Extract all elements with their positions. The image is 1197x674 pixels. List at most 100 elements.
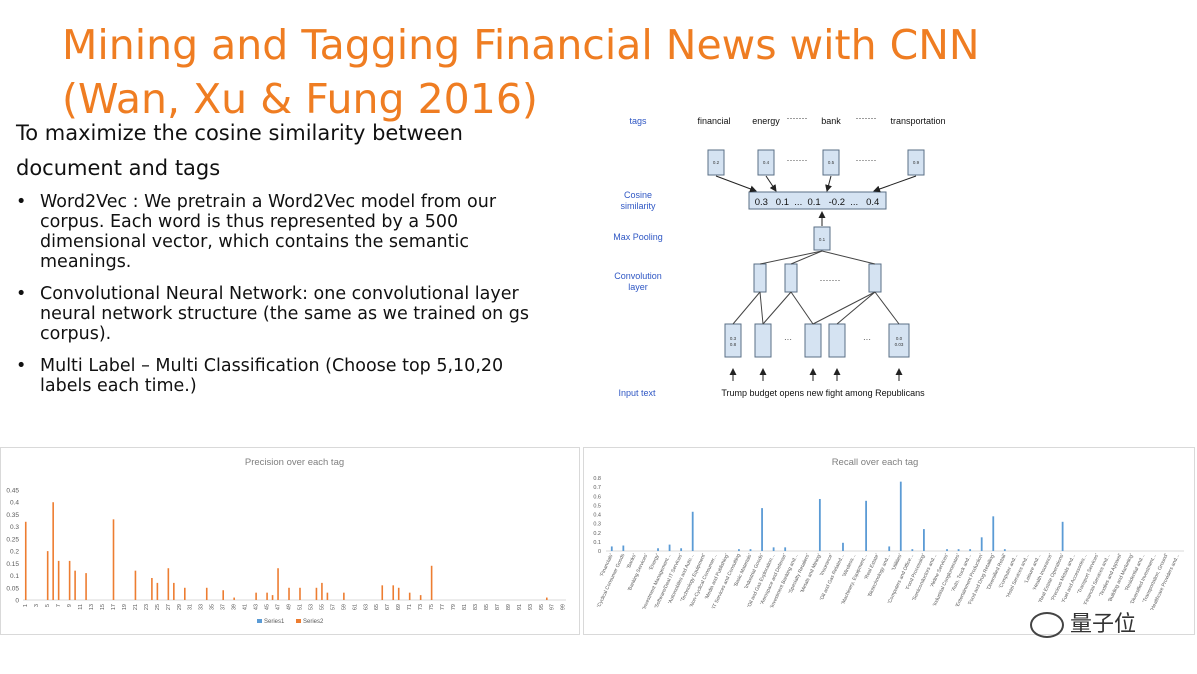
y-tick-label: 0.1 [593, 540, 601, 546]
input-word-box [828, 323, 846, 358]
bar [255, 592, 257, 600]
bar [222, 590, 224, 600]
tag-label: ······· [856, 113, 877, 123]
legend-swatch [257, 619, 262, 623]
tag-vector-box [907, 149, 925, 176]
bar [112, 519, 115, 600]
bar [657, 548, 659, 551]
x-tick-label: 79 [451, 604, 457, 610]
bar [24, 521, 27, 600]
max-pooling-value: 0.1 [819, 237, 826, 242]
tag-vector-value: 0.2 [713, 160, 720, 165]
input-word-value: 0.8 [730, 342, 737, 347]
bar [761, 508, 763, 551]
x-tick-label: 73 [418, 604, 424, 610]
row-label-tags: tags [629, 116, 647, 126]
y-tick-label: 0.8 [593, 476, 601, 482]
bar [46, 551, 49, 600]
bar [430, 565, 433, 600]
input-word-box [754, 323, 772, 358]
input-word-value: 0.3 [730, 336, 737, 341]
watermark-text: 量子位 [1070, 612, 1137, 637]
x-tick-label: 27 [166, 604, 172, 610]
bar [419, 595, 422, 600]
bar [1061, 521, 1064, 551]
x-tick-label: 69 [396, 604, 402, 610]
x-tick-label: 85 [484, 604, 490, 610]
y-tick-label: 0.6 [593, 494, 601, 500]
x-tick-label: 89 [506, 604, 512, 610]
x-tick-label: 45 [265, 604, 271, 610]
y-tick-label: 0.3 [593, 522, 601, 528]
y-tick-label: 0.35 [6, 512, 19, 519]
cosine-similarity-box [748, 191, 887, 210]
tag-vector-box [757, 149, 775, 176]
y-tick-label: 0.05 [6, 585, 19, 592]
y-tick-label: 0.3 [10, 524, 19, 531]
bar [277, 568, 279, 600]
bar [321, 582, 323, 600]
bar [167, 568, 170, 600]
bar [266, 592, 268, 600]
max-pooling-box [813, 226, 831, 251]
cosine-similarity-values: 0.3 0.1 ... 0.1 -0.2 ... 0.4 [755, 197, 880, 208]
x-tick-label: 81 [462, 604, 468, 610]
bar [343, 592, 345, 600]
x-tick-label: 23 [144, 604, 150, 610]
slide-title: Mining and Tagging Financial News with C… [62, 18, 980, 126]
recall-chart: Recall over each tag 0 0.1 0.2 0.3 0.4 0.5 0.6 0… [593, 457, 1184, 612]
x-tick-label: 21 [133, 604, 139, 610]
x-tick-label: 13 [89, 604, 95, 610]
x-tick-label: 55 [319, 604, 325, 610]
bar [818, 498, 821, 551]
bar [738, 549, 740, 551]
legend-swatch [296, 619, 301, 623]
x-tick-label: 93 [528, 604, 534, 610]
tag-label: financial [697, 116, 730, 126]
precision-chart-panel: Precision over each tag 0 0.05 0.1 0.15 0.2 0.… [0, 447, 580, 635]
bar [957, 549, 960, 551]
y-tick-label: 0.2 [593, 531, 601, 537]
legend-label: Series1 [264, 619, 285, 625]
x-tick-label: 75 [429, 604, 435, 610]
bar [184, 587, 186, 600]
recall-chart-panel: Recall over each tag 0 0.1 0.2 0.3 0.4 0.5 0.6 0… [583, 447, 1195, 635]
bar [57, 560, 60, 600]
input-word-value: 0.03 [895, 342, 904, 347]
bar [865, 500, 867, 551]
x-tick-label: 39 [232, 604, 238, 610]
x-tick-label: 25 [155, 604, 161, 610]
x-tick-label: 47 [275, 604, 281, 610]
y-tick-label: 0.45 [6, 488, 19, 495]
bullet-item: Convolutional Neural Network: one convol… [16, 284, 536, 344]
conv-box [784, 263, 798, 293]
bar [68, 560, 71, 600]
y-tick-label: 0.5 [593, 503, 601, 509]
bullet-item: Multi Label – Multi Classification (Choo… [16, 356, 536, 396]
bullet-list: Word2Vec : We pretrain a Word2Vec model … [16, 192, 536, 408]
y-tick-label: 0.15 [6, 561, 19, 568]
row-label-pool: Max Pooling [613, 232, 663, 242]
bar [288, 587, 290, 600]
x-tick-label: 97 [550, 604, 556, 610]
x-tick-label: 17 [111, 604, 117, 610]
x-tick-label: 65 [374, 604, 380, 610]
tag-label: energy [752, 116, 780, 126]
y-tick-label: 0 [15, 598, 19, 605]
x-tick-label: 59 [341, 604, 347, 610]
bar [1003, 549, 1006, 551]
input-word-value: 0.0 [896, 336, 903, 341]
x-tick-label: 41 [243, 604, 249, 610]
x-tick-label: 37 [221, 604, 227, 610]
y-tick-label: 0.4 [593, 513, 601, 519]
y-tick-label: 0.25 [6, 536, 19, 543]
bar [842, 542, 844, 551]
input-sentence: Trump budget opens new fight among Repub… [721, 388, 925, 398]
bar [52, 502, 54, 600]
bar [397, 587, 400, 600]
x-tick-label: 'Banks' [626, 553, 638, 570]
legend-label: Series2 [303, 619, 324, 625]
bar [946, 549, 948, 551]
x-tick-label: 7 [56, 604, 62, 607]
